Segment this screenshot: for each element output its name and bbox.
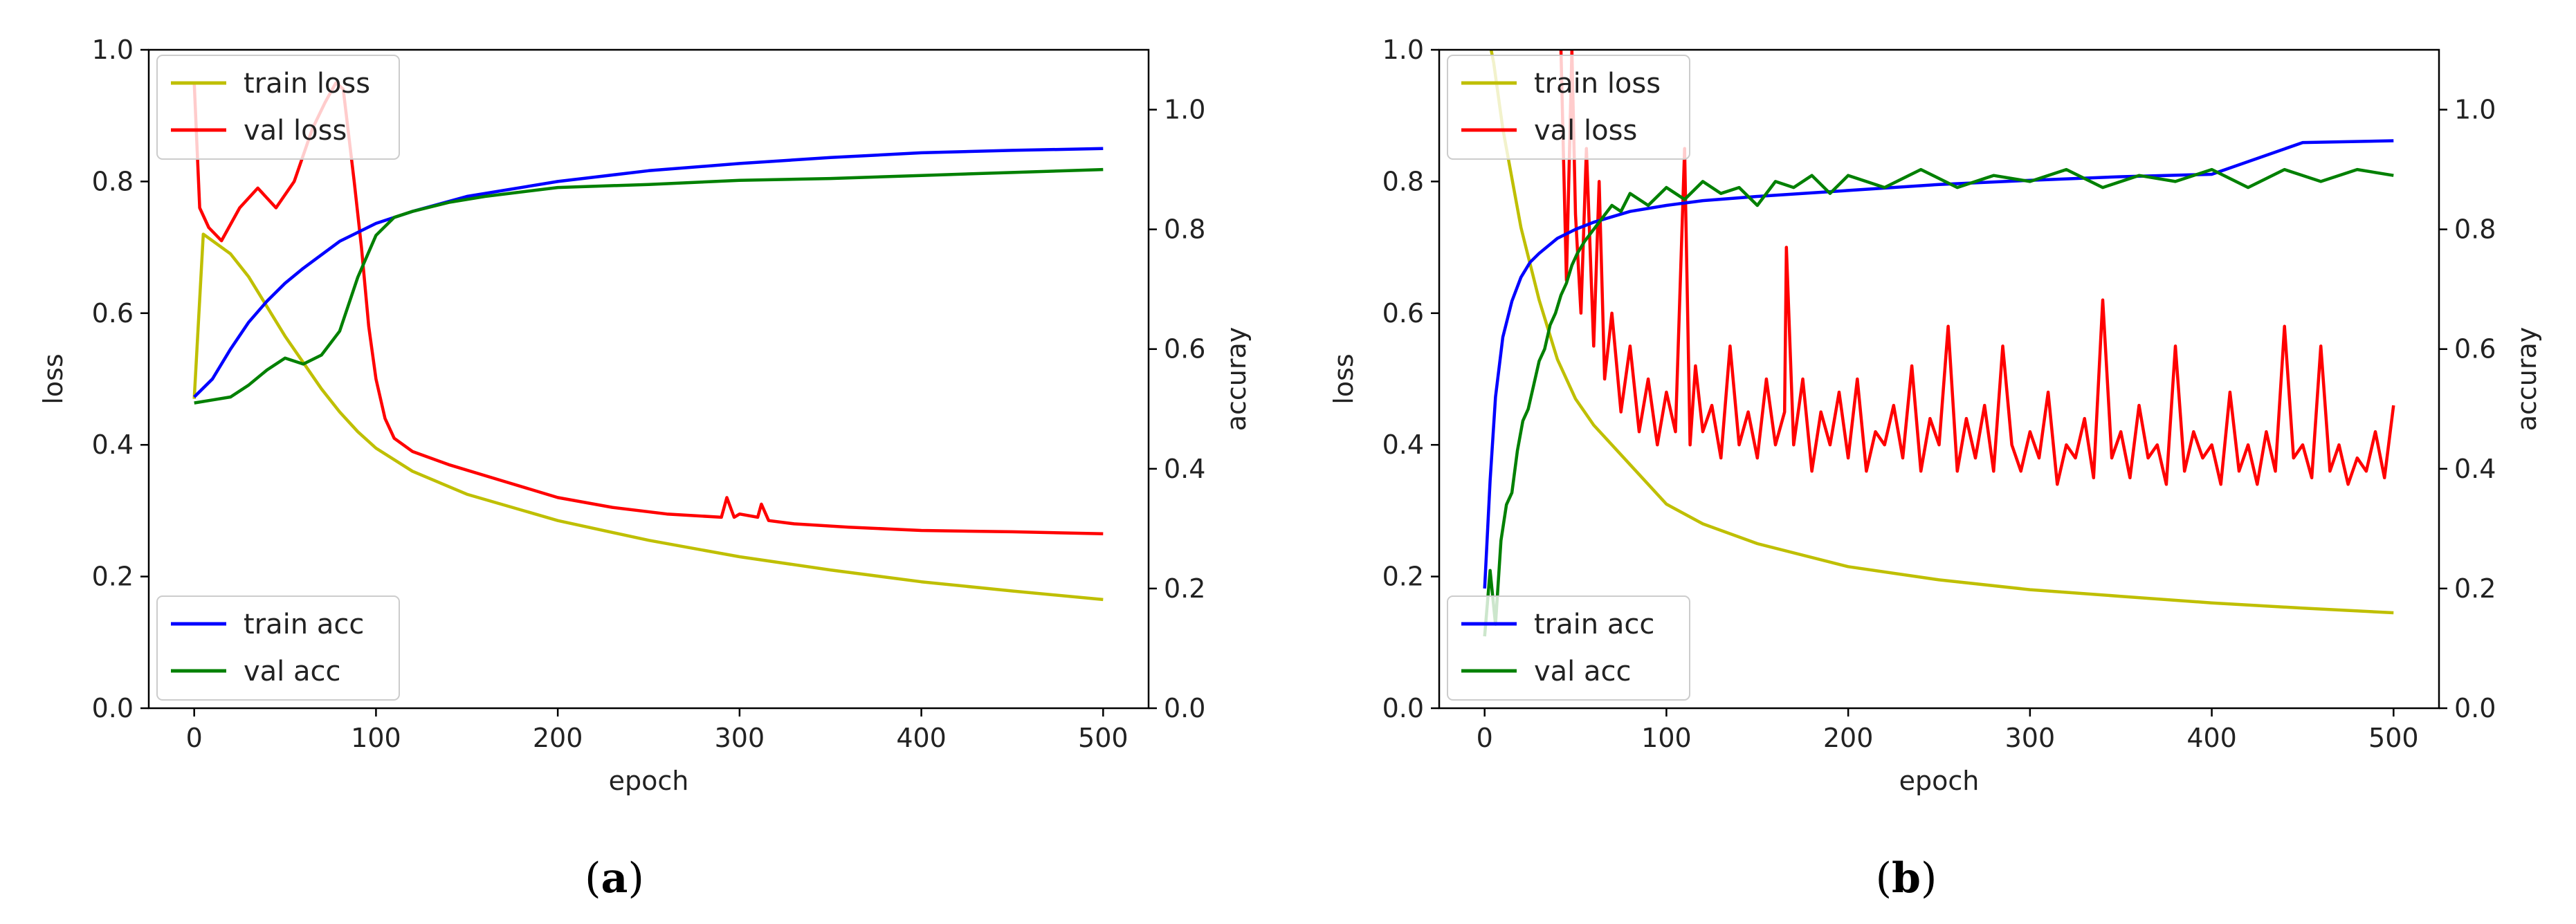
y-left-tick-label: 0.8 xyxy=(92,166,134,196)
y-right-tick-label: 0.2 xyxy=(1164,573,1205,604)
y-right-tick-label: 0.6 xyxy=(1164,334,1205,364)
panel-label-letter: b xyxy=(1892,854,1921,903)
y-right-tick-label: 0.0 xyxy=(1164,693,1205,723)
y-left-tick-label: 0.6 xyxy=(92,298,134,329)
chart-panel-a: 0 100 200 300 400 500 0.0 0.2 0.4 0.6 0.8 1.0 0.0 0.2… xyxy=(38,35,1252,903)
plot-frame xyxy=(147,48,1150,710)
x-tick-label: 300 xyxy=(2005,723,2056,753)
y-right-tick-label: 0.4 xyxy=(2454,454,2496,484)
y-right-tick-label: 1.0 xyxy=(2454,95,2496,125)
x-tick-label: 0 xyxy=(1477,723,1493,753)
chart-panel-b: 0 100 200 300 400 500 0.0 0.2 0.4 0.6 0.8 1.0 0.0 0.2… xyxy=(1328,35,2542,903)
x-tick-label: 200 xyxy=(1823,723,1874,753)
y-right-tick-label: 0.2 xyxy=(2454,573,2496,604)
y-right-tick-label: 0.8 xyxy=(1164,214,1205,245)
x-tick-label: 500 xyxy=(1078,723,1129,753)
x-axis-title: epoch xyxy=(609,766,689,796)
legend-label: val loss xyxy=(1534,115,1637,147)
legend-label: train loss xyxy=(1534,68,1661,100)
x-tick-label: 0 xyxy=(186,723,203,753)
series-line-val-acc xyxy=(194,167,1104,405)
y-right-tick-label: 0.0 xyxy=(2454,693,2496,723)
y-left-tick-label: 0.2 xyxy=(1382,562,1424,592)
panel-label-close: ) xyxy=(1921,854,1937,903)
y-right-tick-label: 0.6 xyxy=(2454,334,2496,364)
y-left-axis-title: loss xyxy=(38,353,68,404)
y-left-tick-label: 0.2 xyxy=(92,562,134,592)
series-line-val-loss xyxy=(192,81,1104,535)
y-right-tick-label: 1.0 xyxy=(1164,95,1205,125)
series-line-val-loss xyxy=(1559,50,2395,486)
legend-label: val acc xyxy=(244,656,341,687)
x-tick-label: 300 xyxy=(715,723,765,753)
panel-label: (a) xyxy=(585,854,644,903)
panel-label-letter: a xyxy=(601,854,628,903)
y-right-axis-title: accuray xyxy=(1221,327,1252,432)
panel-label: (b) xyxy=(1876,854,1937,903)
y-left-tick-label: 0.0 xyxy=(1382,693,1424,723)
y-right-tick-label: 0.4 xyxy=(1164,454,1205,484)
y-right-tick-label: 0.8 xyxy=(2454,214,2496,245)
y-left-tick-label: 0.4 xyxy=(92,429,134,460)
legend-label: val loss xyxy=(244,115,347,147)
y-left-tick-label: 1.0 xyxy=(1382,35,1424,65)
x-tick-label: 200 xyxy=(533,723,583,753)
legend-acc: train acc val acc xyxy=(1447,595,1690,701)
x-tick-label: 100 xyxy=(1641,723,1692,753)
series-group xyxy=(192,81,1104,602)
legend-loss: train loss val loss xyxy=(156,55,400,160)
y-right-axis-title: accuray xyxy=(2512,327,2542,432)
legend-label: train acc xyxy=(244,609,364,640)
series-line-val-acc xyxy=(1483,167,2394,637)
series-group xyxy=(1483,50,2395,637)
y-left-tick-label: 0.8 xyxy=(1382,166,1424,196)
x-axis-title: epoch xyxy=(1899,766,1980,796)
y-left-axis-title: loss xyxy=(1328,353,1359,404)
plot-frame xyxy=(1438,48,2440,710)
legend-label: train acc xyxy=(1534,609,1654,640)
x-tick-label: 400 xyxy=(896,723,947,753)
series-line-train-loss xyxy=(1489,50,2394,615)
series-line-train-acc xyxy=(1483,139,2394,589)
x-tick-label: 400 xyxy=(2186,723,2237,753)
series-line-train-loss xyxy=(192,232,1104,602)
y-left-tick-label: 0.0 xyxy=(92,693,134,723)
legend-label: val acc xyxy=(1534,656,1632,687)
panel-label-open: ( xyxy=(1876,854,1892,903)
legend-acc: train acc val acc xyxy=(156,595,400,701)
legend-label: train loss xyxy=(244,68,370,100)
legend-loss: train loss val loss xyxy=(1447,55,1690,160)
y-left-tick-label: 0.6 xyxy=(1382,298,1424,329)
x-tick-label: 100 xyxy=(351,723,401,753)
x-tick-label: 500 xyxy=(2368,723,2419,753)
y-left-tick-label: 1.0 xyxy=(92,35,134,65)
y-left-tick-label: 0.4 xyxy=(1382,429,1424,460)
panel-label-open: ( xyxy=(585,854,601,903)
panel-label-close: ) xyxy=(628,854,643,903)
